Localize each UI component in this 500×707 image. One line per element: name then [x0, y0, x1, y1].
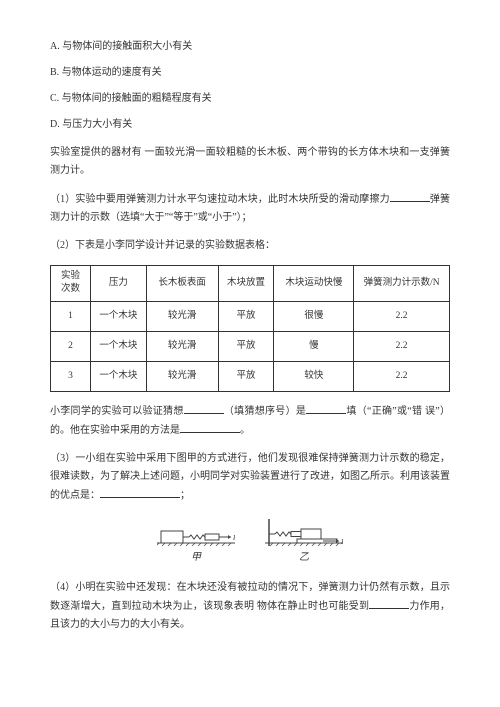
cell-pressure: 一个木块: [90, 301, 146, 331]
header-placement: 木块放置: [218, 266, 274, 302]
cell-speed: 较快: [274, 361, 354, 391]
q2r-d: 。: [240, 425, 250, 436]
blank-q1: [390, 190, 430, 202]
blank-q4: [369, 597, 409, 609]
q1-prefix: （1）实验中要用弹簧测力计水平匀速拉动木块，此时木块所受的滑动摩擦力: [50, 194, 390, 205]
cell-pressure: 一个木块: [90, 331, 146, 361]
svg-text:F: F: [340, 538, 343, 546]
cell-reading: 2.2: [354, 301, 450, 331]
cell-num: 2: [51, 331, 91, 361]
table-row: 2 一个木块 较光滑 平放 慢 2.2: [51, 331, 450, 361]
blank-q2-3: [180, 421, 240, 433]
cell-surface: 较光滑: [146, 331, 218, 361]
question-3: （3）一小组在实验中采用下图甲的方式进行，他们发现很难保持弹簧测力计示数的稳定，…: [50, 450, 450, 505]
cell-reading: 2.2: [354, 331, 450, 361]
table-row: 1 一个木块 较光滑 平放 很慢 2.2: [51, 301, 450, 331]
question-4: （4）小明在实验中还发现：在木块还没有被拉动的情况下，弹簧测力计仍然有示数，且示…: [50, 579, 450, 634]
header-speed: 木块运动快慢: [274, 266, 354, 302]
header-pressure: 压力: [90, 266, 146, 302]
experiment-table: 实验 次数 压力 长木板表面 木块放置 木块运动快慢 弹簧测力计示数/N 1 一…: [50, 265, 450, 392]
table-header-row: 实验 次数 压力 长木板表面 木块放置 木块运动快慢 弹簧测力计示数/N: [51, 266, 450, 302]
header-experiment: 实验 次数: [51, 266, 91, 302]
option-d: D. 与压力大小有关: [50, 116, 450, 134]
cell-placement: 平放: [218, 361, 274, 391]
cell-placement: 平放: [218, 301, 274, 331]
q2r-b: （填猜想序号）是: [224, 406, 307, 417]
cell-speed: 很慢: [274, 301, 354, 331]
cell-pressure: 一个木块: [90, 361, 146, 391]
diagram-jia-icon: F: [157, 517, 235, 547]
option-b: B. 与物体运动的速度有关: [50, 64, 450, 82]
question-2-intro: （2）下表是小李同学设计并记录的实验数据表格：: [50, 237, 450, 255]
header-exp-l2: 次数: [53, 283, 88, 296]
cell-surface: 较光滑: [146, 301, 218, 331]
q2r-a: 小李同学的实验可以验证猜想: [50, 406, 184, 417]
figure-jia-label: 甲: [191, 549, 201, 567]
blank-q2-1: [184, 402, 224, 414]
equipment-intro: 实验室提供的器材有 一面较光滑一面较粗糙的长木板、两个带钩的长方体木块和一支弹簧…: [50, 144, 450, 180]
question-1: （1）实验中要用弹簧测力计水平匀速拉动木块，此时木块所受的滑动摩擦力弹簧测力计的…: [50, 190, 450, 227]
figures-container: F 甲 F 乙: [50, 517, 450, 567]
cell-num: 3: [51, 361, 91, 391]
cell-surface: 较光滑: [146, 361, 218, 391]
header-exp-l1: 实验: [53, 270, 88, 283]
svg-text:F: F: [232, 534, 235, 542]
blank-q3: [100, 486, 180, 498]
diagram-yi-icon: F: [265, 517, 343, 547]
q3-b: ；: [180, 490, 190, 501]
header-reading: 弹簧测力计示数/N: [354, 266, 450, 302]
table-row: 3 一个木块 较光滑 平放 较快 2.2: [51, 361, 450, 391]
question-2-result: 小李同学的实验可以验证猜想（填猜想序号）是填（“正确”或“错 误”）的。他在实验…: [50, 402, 450, 440]
option-c: C. 与物体间的接触面的粗糙程度有关: [50, 90, 450, 108]
figure-jia: F 甲: [157, 517, 235, 567]
option-a: A. 与物体间的接触面积大小有关: [50, 38, 450, 56]
header-surface: 长木板表面: [146, 266, 218, 302]
cell-reading: 2.2: [354, 361, 450, 391]
cell-placement: 平放: [218, 331, 274, 361]
blank-q2-2: [306, 402, 346, 414]
figure-yi: F 乙: [265, 517, 343, 567]
cell-speed: 慢: [274, 331, 354, 361]
figure-yi-label: 乙: [299, 549, 309, 567]
cell-num: 1: [51, 301, 91, 331]
